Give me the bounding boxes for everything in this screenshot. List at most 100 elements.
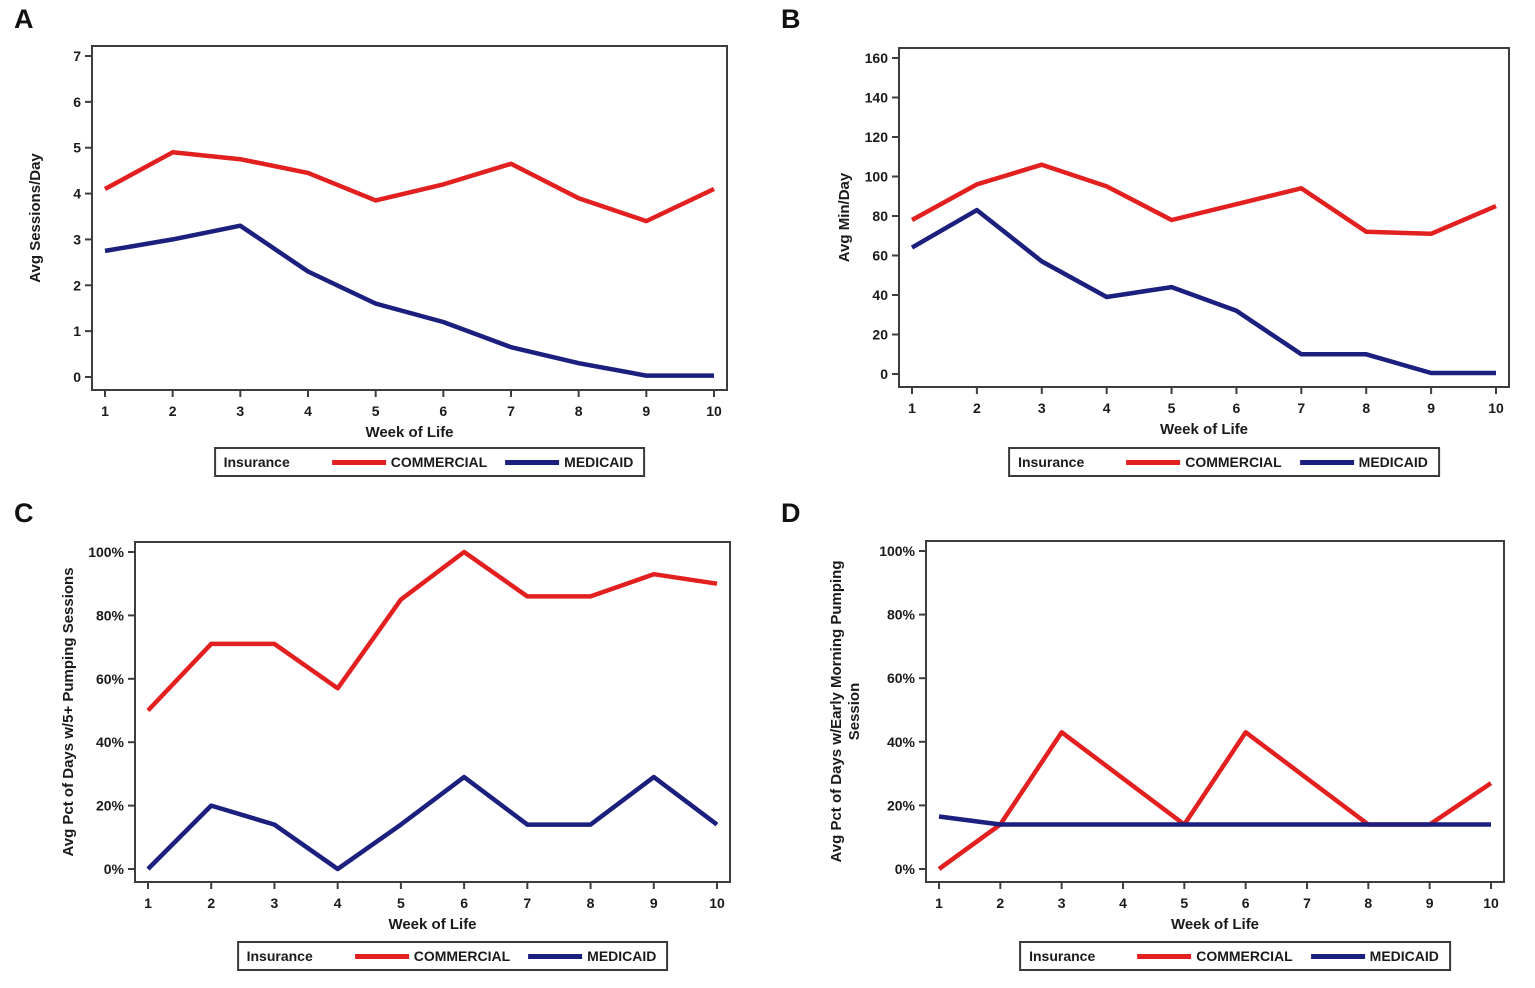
legend-item-commercial: COMMERCIAL: [331, 454, 488, 470]
plot-border: [898, 47, 1510, 388]
y-axis-tick-label: 40%: [96, 734, 125, 750]
legend-title: Insurance: [246, 948, 313, 964]
y-axis-tick-label: 4: [73, 186, 81, 202]
x-axis-title: Week of Life: [1160, 421, 1248, 438]
plot-border: [134, 541, 731, 883]
y-axis-tick-label: 40: [872, 287, 888, 303]
y-axis-tick-label: 1: [73, 323, 81, 339]
y-axis-title: Avg Pct of Days w/Early Morning Pumping: [828, 561, 845, 863]
x-axis-tick-label: 6: [1242, 895, 1250, 911]
y-axis-tick-label: 0%: [895, 861, 916, 877]
panel-d-label: D: [781, 498, 801, 528]
legend-item-medicaid: MEDICAID: [1299, 454, 1428, 470]
x-axis-tick-label: 9: [642, 403, 650, 419]
chart-c-canvas: 0% 20% 40% 60% 80% 100% 1 2 3 4 5 6 7 8 9 10 Week of Lif…: [60, 541, 731, 933]
legend-item-medicaid: MEDICAID: [528, 948, 656, 964]
medicaid-line-swatch: [1310, 953, 1365, 959]
y-axis-title: Avg Sessions/Day: [27, 153, 44, 283]
x-axis-tick-label: 3: [236, 403, 244, 419]
x-axis-tick-label: 10: [1488, 400, 1504, 416]
legend-title: Insurance: [1029, 948, 1096, 964]
x-axis-tick-label: 4: [1119, 895, 1127, 911]
y-axis-tick-label: 80: [872, 208, 888, 224]
x-axis-tick-label: 2: [207, 895, 215, 911]
x-axis-tick-label: 6: [1233, 400, 1241, 416]
legend-title: Insurance: [223, 454, 290, 470]
legend-title: Insurance: [1018, 454, 1085, 470]
legend-item-medicaid: MEDICAID: [1310, 948, 1439, 964]
legend-c: Insurance COMMERCIAL MEDICAID: [236, 941, 669, 971]
legend-d: Insurance COMMERCIAL MEDICAID: [1019, 941, 1451, 971]
y-axis-tick-label: 2: [73, 277, 81, 293]
commercial-line: [937, 730, 1493, 871]
y-axis-tick-label: 160: [865, 50, 889, 66]
y-axis-tick-label: 0%: [104, 861, 125, 877]
y-axis-tick-label: 7: [73, 48, 81, 64]
x-axis-tick-label: 2: [973, 400, 981, 416]
x-axis-tick-label: 1: [908, 400, 916, 416]
y-axis-tick-label: 20%: [96, 798, 125, 814]
x-axis-tick-label: 7: [507, 403, 515, 419]
legend-label-commercial: COMMERCIAL: [1196, 948, 1293, 964]
x-axis-tick-label: 2: [169, 403, 177, 419]
x-axis-tick-label: 3: [271, 895, 279, 911]
x-axis-tick-label: 7: [1303, 895, 1311, 911]
x-axis-tick-label: 10: [709, 895, 725, 911]
x-axis-tick-label: 10: [1483, 895, 1499, 911]
x-axis-tick-label: 9: [1427, 400, 1435, 416]
x-axis-tick-label: 1: [144, 895, 152, 911]
y-axis-tick-label: 120: [865, 129, 889, 145]
legend-b: Insurance COMMERCIAL MEDICAID: [1008, 447, 1440, 477]
legend-item-commercial: COMMERCIAL: [1126, 454, 1282, 470]
x-axis-tick-label: 9: [650, 895, 658, 911]
x-axis-tick-label: 5: [372, 403, 380, 419]
legend-label-medicaid: MEDICAID: [564, 454, 634, 470]
medicaid-line: [146, 774, 719, 872]
medicaid-line-swatch: [528, 953, 583, 959]
panel-a-label: A: [14, 4, 34, 34]
panel-b: B 0 20 40 60 80 100 120 140 160 1 2 3 4 5 6 7 8 9 10 Week o…: [767, 0, 1535, 494]
x-axis-title: Week of Life: [1171, 916, 1259, 933]
panel-a: A 0 1 2 3 4 5 6 7 1 2 3 4 5 6 7 8 9 10 Week of Life Avg Ses…: [0, 0, 767, 494]
x-axis-tick-label: 2: [996, 895, 1004, 911]
x-axis-tick-label: 10: [706, 403, 722, 419]
legend-label-medicaid: MEDICAID: [1358, 454, 1428, 470]
panel-c: C 0% 20% 40% 60% 80% 100% 1 2 3 4 5 6 7 8 9 10 Week of L…: [0, 494, 767, 988]
y-axis-tick-label: 5: [73, 140, 81, 156]
y-axis-tick-label: 20: [872, 327, 888, 343]
plot-border: [91, 45, 728, 391]
y-axis-tick-label: 0: [73, 369, 81, 385]
y-axis-tick-label: 0: [880, 366, 888, 382]
commercial-line-swatch: [331, 459, 386, 465]
plot-border: [925, 540, 1505, 883]
panel-b-label: B: [781, 4, 801, 34]
commercial-line: [910, 162, 1497, 237]
chart-a-canvas: 0 1 2 3 4 5 6 7 1 2 3 4 5 6 7 8 9 10 Week of Life Avg Sessi…: [27, 45, 728, 441]
y-axis-tick-label: 100%: [879, 543, 915, 559]
y-axis-tick-label: 40%: [887, 734, 916, 750]
x-axis-tick-label: 1: [935, 895, 943, 911]
commercial-line-swatch: [1137, 953, 1192, 959]
legend-label-commercial: COMMERCIAL: [390, 454, 488, 470]
legend-label-commercial: COMMERCIAL: [1185, 454, 1282, 470]
legend-label-medicaid: MEDICAID: [1369, 948, 1439, 964]
x-axis-tick-label: 4: [334, 895, 342, 911]
legend-a: Insurance COMMERCIAL MEDICAID: [213, 447, 646, 477]
commercial-line-swatch: [1126, 459, 1181, 465]
x-axis-title: Week of Life: [388, 916, 476, 933]
legend-label-commercial: COMMERCIAL: [413, 948, 511, 964]
x-axis-title: Week of Life: [365, 424, 453, 441]
x-axis-tick-label: 5: [1168, 400, 1176, 416]
legend-label-medicaid: MEDICAID: [587, 948, 657, 964]
x-axis-tick-label: 8: [1364, 895, 1372, 911]
panel-c-label: C: [14, 498, 34, 528]
legend-item-commercial: COMMERCIAL: [354, 948, 511, 964]
x-axis-tick-label: 8: [1362, 400, 1370, 416]
y-axis-tick-label: 60%: [887, 670, 916, 686]
legend-item-commercial: COMMERCIAL: [1137, 948, 1293, 964]
x-axis-tick-label: 7: [1297, 400, 1305, 416]
x-axis-tick-label: 5: [397, 895, 405, 911]
y-axis-title: Session: [846, 683, 863, 741]
x-axis-tick-label: 4: [304, 403, 312, 419]
y-axis-tick-label: 100%: [88, 544, 124, 560]
